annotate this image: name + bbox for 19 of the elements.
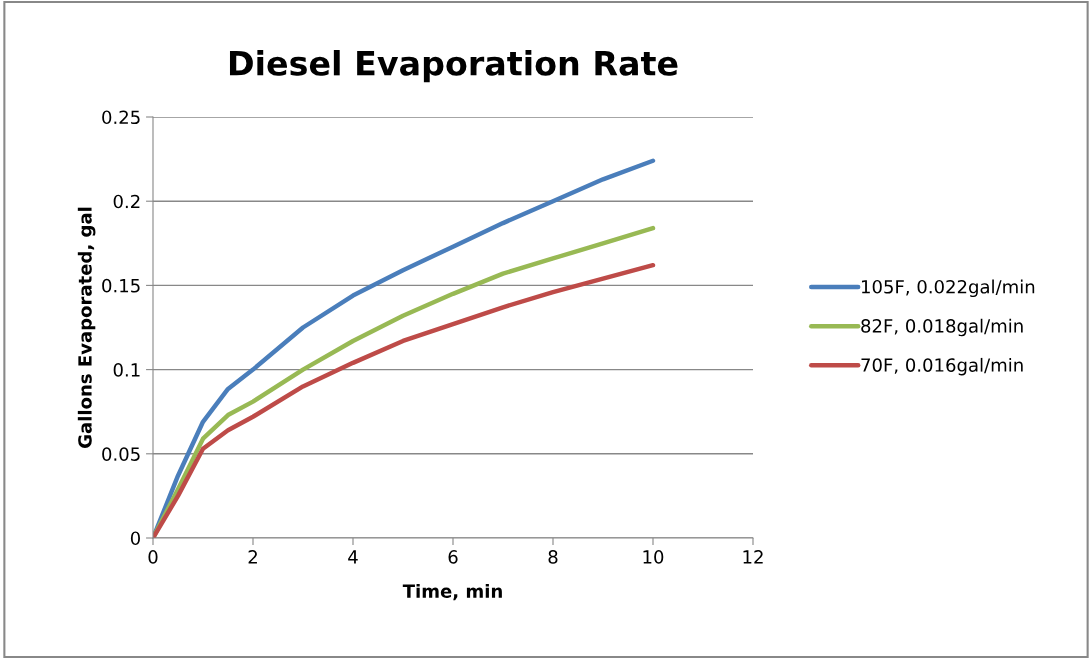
- legend-label: 105F, 0.022gal/min: [861, 279, 1035, 298]
- x-axis-title: Time, min: [402, 583, 502, 601]
- y-tick-label: 0.25: [102, 110, 140, 125]
- x-tick-label: 6: [448, 550, 458, 564]
- legend-label: 82F, 0.018gal/min: [861, 318, 1023, 337]
- x-tick-label: 2: [248, 550, 257, 564]
- y-tick-label: 0: [130, 531, 140, 546]
- x-tick-label: 4: [348, 550, 358, 564]
- y-axis-title: Gallons Evaporated, gal: [77, 207, 96, 448]
- y-tick-label: 0.15: [102, 278, 140, 293]
- legend-label: 70F, 0.016gal/min: [861, 357, 1023, 376]
- y-tick-label: 0.2: [113, 194, 140, 209]
- x-tick-label: 0: [148, 550, 158, 564]
- y-tick-label: 0.05: [102, 447, 140, 461]
- x-tick-label: 10: [643, 550, 664, 564]
- x-tick-label: 12: [743, 550, 763, 564]
- y-tick-label: 0.1: [113, 363, 140, 377]
- x-tick-label: 8: [548, 550, 558, 564]
- chart-title: Diesel Evaporation Rate: [229, 50, 678, 83]
